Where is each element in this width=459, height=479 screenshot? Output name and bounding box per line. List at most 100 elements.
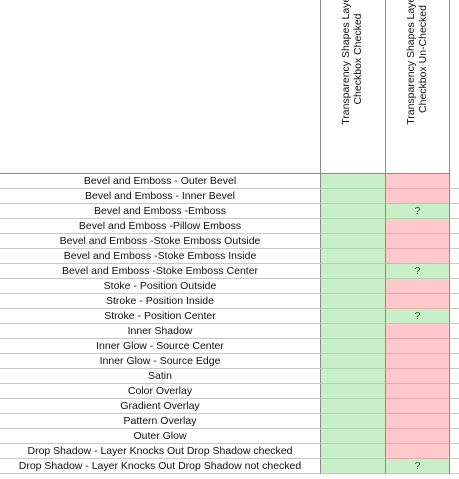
- empty-cell[interactable]: [450, 369, 459, 384]
- unchecked-status-cell[interactable]: [386, 429, 450, 444]
- checked-status-cell[interactable]: [321, 414, 386, 429]
- row-label-cell[interactable]: Bevel and Emboss -Stoke Emboss Inside: [0, 249, 321, 264]
- unchecked-status-cell[interactable]: ?: [386, 459, 450, 474]
- unchecked-status-cell[interactable]: [386, 384, 450, 399]
- header-col-unchecked-label: Transparency Shapes Layer Checkbox Un-Ch…: [404, 0, 429, 125]
- unchecked-status-cell[interactable]: [386, 324, 450, 339]
- empty-cell[interactable]: [450, 189, 459, 204]
- table-row: Bevel and Emboss -Pillow Emboss: [0, 219, 459, 234]
- empty-cell[interactable]: [450, 399, 459, 414]
- empty-cell[interactable]: [450, 384, 459, 399]
- row-label-cell[interactable]: Inner Shadow: [0, 324, 321, 339]
- unchecked-status-cell[interactable]: [386, 339, 450, 354]
- row-label-cell[interactable]: Inner Glow - Source Center: [0, 339, 321, 354]
- unchecked-status-cell[interactable]: [386, 354, 450, 369]
- table-row: Drop Shadow - Layer Knocks Out Drop Shad…: [0, 459, 459, 474]
- unchecked-status-cell[interactable]: [386, 279, 450, 294]
- empty-cell[interactable]: [450, 234, 459, 249]
- empty-cell[interactable]: [450, 204, 459, 219]
- table-row: Pattern Overlay: [0, 414, 459, 429]
- checked-status-cell[interactable]: [321, 234, 386, 249]
- checked-status-cell[interactable]: [321, 339, 386, 354]
- header-col-checked-label: Transparency Shapes Layer Checkbox Check…: [340, 0, 364, 125]
- row-label-cell[interactable]: Pattern Overlay: [0, 414, 321, 429]
- checked-status-cell[interactable]: [321, 384, 386, 399]
- table-row: Inner Shadow: [0, 324, 459, 339]
- checked-status-cell[interactable]: [321, 174, 386, 189]
- unchecked-status-cell[interactable]: [386, 399, 450, 414]
- unchecked-status-cell[interactable]: [386, 414, 450, 429]
- table-row: Bevel and Emboss -Stoke Emboss Outside: [0, 234, 459, 249]
- checked-status-cell[interactable]: [321, 249, 386, 264]
- table-row: Bevel and Emboss -Emboss?: [0, 204, 459, 219]
- table-row: Inner Glow - Source Edge: [0, 354, 459, 369]
- checked-status-cell[interactable]: [321, 354, 386, 369]
- unchecked-status-cell[interactable]: [386, 294, 450, 309]
- row-label-cell[interactable]: Bevel and Emboss -Stoke Emboss Outside: [0, 234, 321, 249]
- checked-status-cell[interactable]: [321, 324, 386, 339]
- table-row: Drop Shadow - Layer Knocks Out Drop Shad…: [0, 444, 459, 459]
- empty-cell[interactable]: [450, 309, 459, 324]
- checked-status-cell[interactable]: [321, 219, 386, 234]
- table-row: Stroke - Position Center?: [0, 309, 459, 324]
- unchecked-status-cell[interactable]: [386, 174, 450, 189]
- row-label-cell[interactable]: Bevel and Emboss - Outer Bevel: [0, 174, 321, 189]
- unchecked-status-cell[interactable]: [386, 234, 450, 249]
- empty-cell[interactable]: [450, 294, 459, 309]
- table-row: Bevel and Emboss - Outer Bevel: [0, 174, 459, 189]
- checked-status-cell[interactable]: [321, 309, 386, 324]
- row-label-cell[interactable]: Stroke - Position Center: [0, 309, 321, 324]
- unchecked-status-cell[interactable]: ?: [386, 264, 450, 279]
- empty-cell[interactable]: [450, 174, 459, 189]
- empty-cell[interactable]: [450, 324, 459, 339]
- checked-status-cell[interactable]: [321, 399, 386, 414]
- unchecked-status-cell[interactable]: [386, 249, 450, 264]
- header-divider: [0, 173, 450, 174]
- table-row: Satin: [0, 369, 459, 384]
- row-label-cell[interactable]: Drop Shadow - Layer Knocks Out Drop Shad…: [0, 459, 321, 474]
- checked-status-cell[interactable]: [321, 429, 386, 444]
- checked-status-cell[interactable]: [321, 459, 386, 474]
- row-label-cell[interactable]: Inner Glow - Source Edge: [0, 354, 321, 369]
- row-label-cell[interactable]: Color Overlay: [0, 384, 321, 399]
- empty-cell[interactable]: [450, 279, 459, 294]
- checked-status-cell[interactable]: [321, 279, 386, 294]
- checked-status-cell[interactable]: [321, 204, 386, 219]
- row-label-cell[interactable]: Stoke - Position Outside: [0, 279, 321, 294]
- table-row: Bevel and Emboss -Stoke Emboss Center?: [0, 264, 459, 279]
- empty-cell[interactable]: [450, 459, 459, 474]
- row-label-cell[interactable]: Satin: [0, 369, 321, 384]
- empty-cell[interactable]: [450, 249, 459, 264]
- unchecked-status-cell[interactable]: ?: [386, 204, 450, 219]
- checked-status-cell[interactable]: [321, 369, 386, 384]
- empty-cell[interactable]: [450, 339, 459, 354]
- empty-cell[interactable]: [450, 429, 459, 444]
- checked-status-cell[interactable]: [321, 189, 386, 204]
- unchecked-status-cell[interactable]: [386, 444, 450, 459]
- table-row: Outer Glow: [0, 429, 459, 444]
- checked-status-cell[interactable]: [321, 294, 386, 309]
- table-row: Stoke - Position Outside: [0, 279, 459, 294]
- row-label-cell[interactable]: Gradient Overlay: [0, 399, 321, 414]
- unchecked-status-cell[interactable]: [386, 369, 450, 384]
- empty-cell[interactable]: [450, 414, 459, 429]
- row-label-cell[interactable]: Bevel and Emboss - Inner Bevel: [0, 189, 321, 204]
- empty-cell[interactable]: [450, 219, 459, 234]
- unchecked-status-cell[interactable]: [386, 189, 450, 204]
- header-col-checked[interactable]: Transparency Shapes Layer Checkbox Check…: [321, 0, 386, 173]
- row-label-cell[interactable]: Drop Shadow - Layer Knocks Out Drop Shad…: [0, 444, 321, 459]
- checked-status-cell[interactable]: [321, 264, 386, 279]
- unchecked-status-cell[interactable]: ?: [386, 309, 450, 324]
- checked-status-cell[interactable]: [321, 444, 386, 459]
- unchecked-status-cell[interactable]: [386, 219, 450, 234]
- row-label-cell[interactable]: Bevel and Emboss -Stoke Emboss Center: [0, 264, 321, 279]
- empty-cell[interactable]: [450, 354, 459, 369]
- row-label-cell[interactable]: Stroke - Position Inside: [0, 294, 321, 309]
- empty-cell[interactable]: [450, 264, 459, 279]
- row-label-cell[interactable]: Bevel and Emboss -Pillow Emboss: [0, 219, 321, 234]
- row-label-cell[interactable]: Bevel and Emboss -Emboss: [0, 204, 321, 219]
- header-col-unchecked[interactable]: Transparency Shapes Layer Checkbox Un-Ch…: [386, 0, 450, 173]
- empty-cell[interactable]: [450, 444, 459, 459]
- row-label-cell[interactable]: Outer Glow: [0, 429, 321, 444]
- header-blank-cell[interactable]: [0, 0, 321, 173]
